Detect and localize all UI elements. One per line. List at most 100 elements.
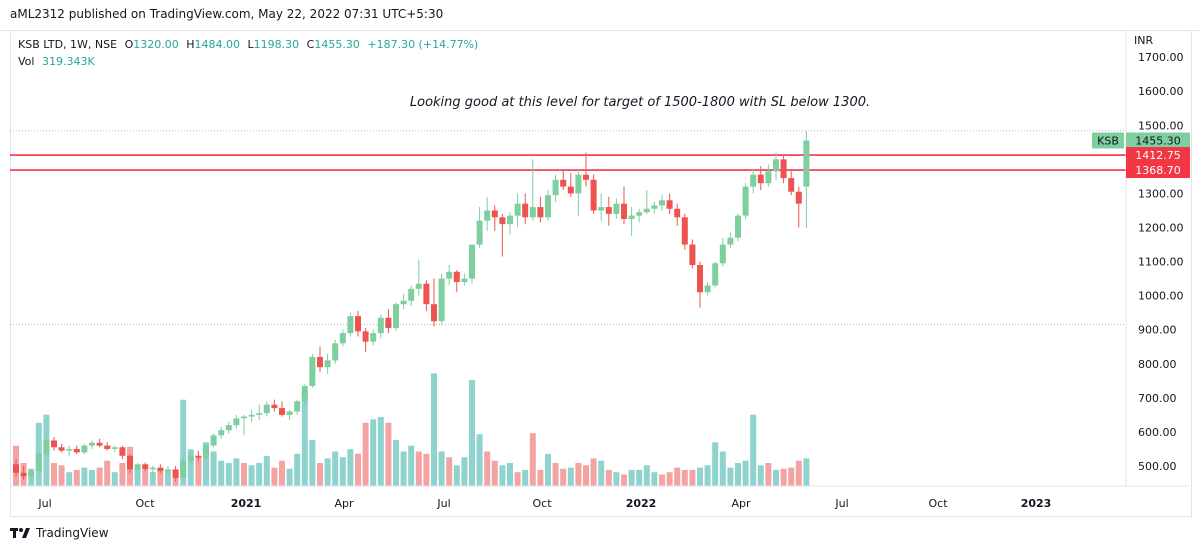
volume-bar (697, 467, 703, 486)
candle-body (499, 217, 506, 225)
candle-body (469, 244, 475, 279)
candle-body (537, 207, 544, 218)
candle-body (659, 200, 665, 206)
candle-body (165, 469, 171, 472)
volume-bar (795, 460, 802, 486)
candle-body (666, 200, 673, 209)
volume-bar (339, 457, 346, 486)
candle-body (757, 174, 764, 184)
volume-bar (294, 453, 301, 486)
volume-bar (750, 414, 757, 486)
volume-bar (560, 468, 567, 486)
volume-bar (195, 456, 202, 486)
volume-bar (165, 469, 171, 486)
candle-body (149, 467, 156, 470)
candle-body (332, 343, 339, 361)
volume-bar (256, 463, 263, 486)
volume-bar (66, 472, 73, 486)
candle-body (142, 464, 149, 470)
candle-body (560, 179, 567, 187)
candle-body (111, 447, 118, 449)
price-tick-label: 700.00 (1138, 392, 1177, 405)
candle-body (248, 414, 255, 417)
candle-body (689, 244, 696, 265)
candle-body (742, 186, 749, 216)
candle-body (408, 288, 415, 301)
candle-body (286, 411, 293, 415)
candle-body (522, 203, 529, 218)
volume-bar (393, 440, 399, 486)
level-price-label: 1412.75 (1135, 149, 1181, 162)
price-tick-label: 1000.00 (1138, 290, 1184, 303)
publisher-text: aML2312 published on TradingView.com, Ma… (10, 7, 444, 21)
candle-body (241, 416, 247, 419)
open-value: 1320.00 (133, 38, 179, 51)
symbol-label: KSB LTD, 1W, NSE (18, 38, 118, 51)
volume-bar (324, 458, 331, 486)
volume-bar (674, 467, 681, 486)
candle-body (514, 203, 521, 216)
symbol-tag (1092, 132, 1124, 149)
volume-bar (636, 469, 643, 486)
tradingview-brand: TradingView (36, 526, 109, 540)
volume-bar (507, 463, 513, 486)
volume-bar (347, 449, 354, 486)
candle-body (651, 205, 658, 209)
candle-body (66, 448, 73, 451)
volume-bar (210, 451, 217, 486)
candle-body (370, 333, 377, 342)
candle-body (621, 203, 627, 219)
volume-bar (514, 472, 521, 486)
volume-bar (628, 469, 635, 486)
time-tick-label: Oct (135, 497, 155, 510)
volume-bar (225, 463, 232, 486)
candle-body (461, 278, 468, 283)
candle-body (81, 445, 88, 453)
volume-bar (476, 434, 483, 486)
chart-frame[interactable] (10, 30, 1192, 517)
last-price-label: 1455.30 (1135, 135, 1181, 148)
volume-bar (788, 467, 795, 486)
vol-label: Vol (18, 55, 35, 68)
candles (13, 130, 810, 482)
volume-bar (248, 465, 255, 486)
price-tick-label: 1700.00 (1138, 51, 1184, 64)
candle-body (157, 467, 164, 472)
volume-bar (621, 474, 627, 486)
candle-body (727, 237, 734, 245)
time-tick-label: Jul (834, 497, 848, 510)
volume-bar (241, 463, 247, 486)
volume-bar (157, 467, 164, 486)
high-label: H (186, 38, 195, 51)
volume-bar (461, 457, 468, 486)
candle-body (187, 455, 194, 461)
volume-bar (203, 442, 209, 486)
candle-body (210, 435, 217, 446)
level-price-label: 1368.70 (1135, 164, 1181, 177)
volume-bar (666, 472, 673, 486)
volume-row: Vol 319.343K (18, 53, 478, 70)
price-tick-label: 1600.00 (1138, 85, 1184, 98)
dotted-level-lines (10, 130, 1126, 326)
volume-bar (355, 453, 361, 486)
volume-bar (803, 458, 810, 486)
candle-body (750, 174, 757, 187)
legend: KSB LTD, 1W, NSE O1320.00 H1484.00 L1198… (18, 36, 478, 70)
candle-body (484, 210, 491, 221)
candle-body (279, 408, 285, 415)
time-axis[interactable]: Jul Oct 2021 Apr Jul Oct 2022 Apr Jul Oct 2023 (37, 497, 1051, 510)
volume-bar (659, 474, 665, 486)
candle-body (104, 445, 111, 449)
chart-annotation: Looking good at this level for target of… (409, 95, 871, 110)
time-tick-label: Jul (37, 497, 51, 510)
candle-body (423, 283, 430, 305)
candle-body (347, 316, 354, 334)
volume-bar (73, 469, 80, 486)
low-label: L (247, 38, 254, 51)
price-tick-label: 600.00 (1138, 426, 1177, 439)
price-axis[interactable]: 500.00 600.00 700.00 800.00 900.00 1000.00 110… (1138, 51, 1184, 473)
candle-body (58, 447, 65, 451)
candle-body (491, 210, 498, 218)
candle-body (355, 316, 361, 332)
